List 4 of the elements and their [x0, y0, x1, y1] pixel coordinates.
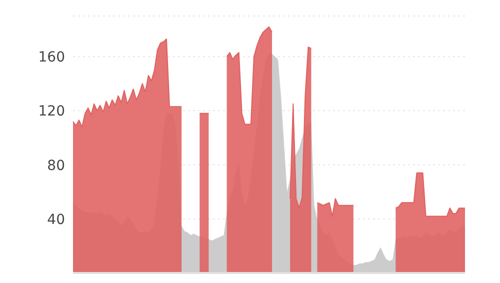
- y-tick-label: 80: [47, 158, 65, 174]
- y-tick-label: 120: [38, 104, 65, 120]
- y-tick-label: 160: [38, 50, 65, 66]
- y-tick-label: 40: [47, 212, 65, 228]
